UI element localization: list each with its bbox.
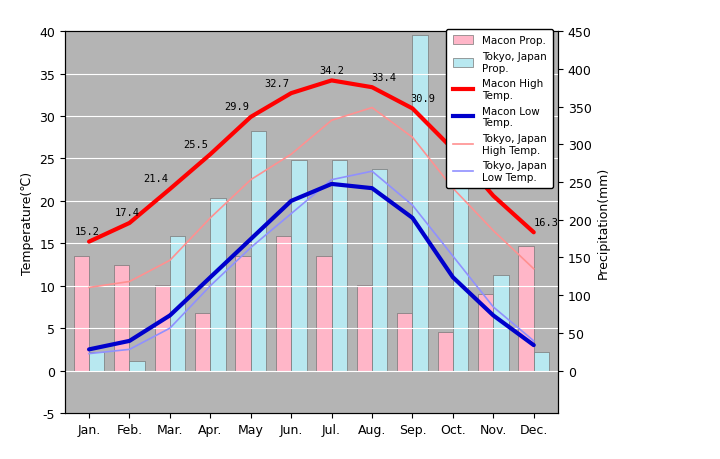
- Bar: [155, 285, 170, 371]
- Bar: [316, 257, 332, 371]
- Text: 25.5: 25.5: [184, 139, 209, 149]
- Text: 30.9: 30.9: [410, 94, 435, 104]
- Bar: [130, 361, 145, 371]
- Bar: [356, 285, 372, 371]
- Y-axis label: Temperature(℃): Temperature(℃): [21, 171, 34, 274]
- Text: 21.4: 21.4: [143, 174, 168, 184]
- Bar: [251, 131, 266, 371]
- Text: 29.9: 29.9: [224, 102, 249, 112]
- Bar: [534, 352, 549, 371]
- Bar: [518, 246, 534, 371]
- Text: 17.4: 17.4: [115, 208, 140, 218]
- Bar: [170, 237, 185, 371]
- Bar: [195, 313, 210, 371]
- Text: 34.2: 34.2: [319, 66, 344, 76]
- Text: 20.6: 20.6: [493, 181, 518, 191]
- Bar: [89, 352, 104, 371]
- Bar: [332, 161, 347, 371]
- Bar: [291, 161, 307, 371]
- Y-axis label: Precipitation(mm): Precipitation(mm): [597, 167, 610, 279]
- Bar: [493, 275, 509, 371]
- Legend: Macon Prop., Tokyo, Japan
Prop., Macon High
Temp., Macon Low
Temp., Tokyo, Japan: Macon Prop., Tokyo, Japan Prop., Macon H…: [446, 30, 553, 189]
- Text: 33.4: 33.4: [372, 73, 397, 82]
- Bar: [478, 294, 493, 371]
- Bar: [438, 332, 453, 371]
- Bar: [235, 257, 251, 371]
- Bar: [372, 170, 387, 371]
- Text: 15.2: 15.2: [75, 226, 99, 236]
- Bar: [413, 36, 428, 371]
- Bar: [210, 198, 225, 371]
- Bar: [114, 265, 130, 371]
- Bar: [397, 313, 413, 371]
- Bar: [73, 257, 89, 371]
- Text: 16.3: 16.3: [534, 217, 559, 227]
- Bar: [276, 237, 291, 371]
- Text: 26.1: 26.1: [452, 134, 477, 144]
- Bar: [453, 7, 468, 371]
- Text: 32.7: 32.7: [264, 78, 289, 88]
